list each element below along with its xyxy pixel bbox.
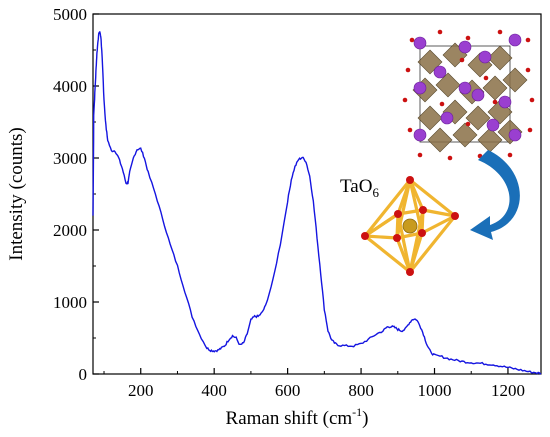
- crystal-polyhedron: [417, 105, 443, 131]
- y-tick-label: 3000: [53, 149, 87, 168]
- crystal-polyhedron: [465, 105, 491, 131]
- oxygen-atom: [417, 152, 423, 158]
- crystal-polyhedron: [502, 67, 528, 93]
- octahedron-edge: [408, 208, 425, 274]
- oxygen-vertex: [418, 229, 426, 237]
- octahedron-edge: [396, 212, 412, 274]
- oxygen-atom: [407, 127, 413, 133]
- crystal-polyhedron: [452, 122, 478, 148]
- oxygen-atom: [405, 67, 411, 73]
- ta-atom: [508, 128, 522, 142]
- oxygen-vertex: [394, 210, 402, 218]
- ta-atom: [486, 118, 500, 132]
- octahedron-edge: [408, 214, 457, 274]
- oxygen-atom: [459, 57, 465, 63]
- oxygen-atom: [492, 99, 498, 105]
- oxygen-atom: [402, 97, 408, 103]
- ta-center-atom: [402, 218, 418, 234]
- curved-arrow-icon: [470, 150, 520, 240]
- y-tick-label: 0: [79, 365, 88, 384]
- oxygen-vertex: [451, 212, 459, 220]
- x-axis-ticks: 200 400 600 800 1000 1200: [103, 368, 525, 400]
- oxygen-atom: [525, 67, 531, 73]
- oxygen-atom: [447, 155, 453, 161]
- octahedron-edge: [396, 178, 412, 216]
- oxygen-vertex: [419, 206, 427, 214]
- y-tick-label: 1000: [53, 293, 87, 312]
- ta-atom: [478, 50, 492, 64]
- x-tick-label: 200: [128, 381, 154, 400]
- tao6-octahedron-image: [361, 176, 459, 276]
- tao6-label: TaO6: [340, 176, 379, 200]
- oxygen-vertex: [393, 234, 401, 242]
- oxygen-atom: [465, 121, 471, 127]
- oxygen-vertex: [406, 268, 414, 276]
- oxygen-atom: [439, 101, 445, 107]
- ta-atom: [413, 81, 427, 95]
- oxygen-vertex: [361, 232, 369, 240]
- oxygen-atom: [409, 37, 415, 43]
- x-tick-label: 1200: [491, 381, 525, 400]
- crystal-structure-image: [402, 29, 535, 161]
- y-tick-label: 4000: [53, 77, 87, 96]
- octahedron-edge: [363, 234, 412, 274]
- ta-atom: [413, 128, 427, 142]
- crystal-polyhedron: [427, 127, 453, 153]
- x-axis-title: Raman shift (cm-1): [226, 405, 369, 429]
- x-tick-label: 800: [348, 381, 374, 400]
- oxygen-atom: [507, 152, 513, 158]
- ta-atom: [440, 111, 454, 125]
- y-axis-ticks: 0 1000 2000 3000 4000 5000: [53, 5, 99, 384]
- octahedron-edge: [421, 208, 457, 218]
- oxygen-atom: [483, 75, 489, 81]
- octahedron-edge: [363, 212, 400, 238]
- ta-atom: [458, 81, 472, 95]
- x-tick-label: 400: [201, 381, 227, 400]
- octahedron-edge: [363, 178, 412, 238]
- oxygen-atom: [437, 29, 443, 35]
- x-tick-label: 600: [275, 381, 301, 400]
- ta-atom: [458, 40, 472, 54]
- crystal-polyhedron: [435, 72, 461, 98]
- octahedron-edge: [363, 234, 399, 240]
- oxygen-atom: [465, 35, 471, 41]
- y-tick-label: 2000: [53, 221, 87, 240]
- oxygen-atom: [529, 97, 535, 103]
- oxygen-atom: [525, 37, 531, 43]
- x-tick-label: 1000: [418, 381, 452, 400]
- octahedron-edge: [396, 208, 425, 216]
- crystal-polyhedron: [487, 45, 513, 71]
- octahedron-edge: [408, 178, 457, 218]
- ta-atom: [498, 95, 512, 109]
- y-tick-label: 5000: [53, 5, 87, 24]
- y-axis-title: Intensity (counts): [6, 127, 27, 261]
- ta-atom: [508, 33, 522, 47]
- ta-atom: [413, 36, 427, 50]
- oxygen-atom: [527, 127, 533, 133]
- octahedron-edge: [408, 178, 425, 212]
- oxygen-vertex: [406, 176, 414, 184]
- ta-atom: [433, 65, 447, 79]
- ta-atom: [471, 88, 485, 102]
- octahedron-edge: [395, 212, 400, 240]
- octahedron-edge: [420, 214, 457, 235]
- octahedron-edge: [395, 231, 424, 240]
- oxygen-atom: [497, 29, 503, 35]
- series-line: [92, 31, 542, 375]
